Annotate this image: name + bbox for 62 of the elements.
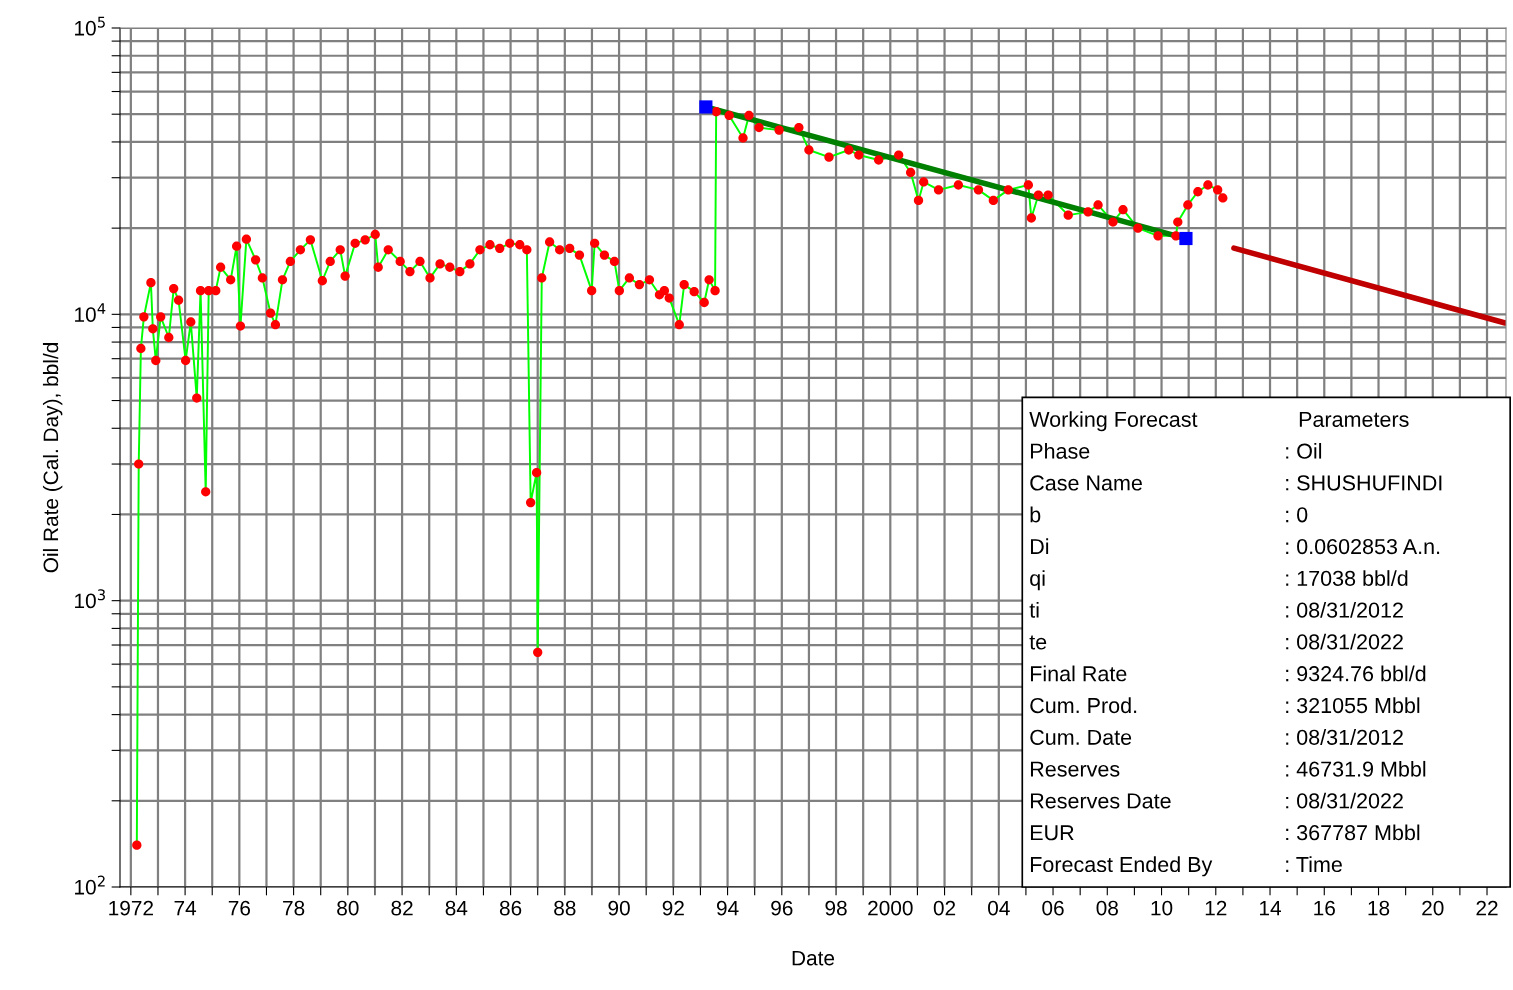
annotation: Working Forecast bbox=[1029, 411, 1198, 432]
x-tick-label: 84 bbox=[445, 900, 468, 916]
annotation: : 08/31/2012 bbox=[1286, 601, 1403, 618]
x-tick-label: 12 bbox=[1205, 900, 1227, 916]
annotation: : 0 bbox=[1286, 507, 1308, 523]
annotation: Di bbox=[1030, 538, 1049, 554]
x-tick-label: 2000 bbox=[868, 900, 913, 916]
x-tick-label: 10 bbox=[1151, 900, 1173, 916]
y-tick-label: 10$^{5}$ bbox=[75, 16, 105, 36]
annotation: te bbox=[1029, 635, 1047, 650]
x-tick-label: 98 bbox=[825, 900, 847, 916]
annotation: Final Rate bbox=[1030, 665, 1127, 682]
x-tick-label: 86 bbox=[499, 900, 522, 916]
y-axis-title: Oil Rate (Cal. Day), bbl/d bbox=[42, 343, 63, 573]
x-tick-label: 80 bbox=[337, 900, 359, 916]
annotation: Case Name bbox=[1030, 475, 1142, 491]
annotation: : 46731.9 Mbbl bbox=[1286, 760, 1426, 777]
annotation: EUR bbox=[1030, 825, 1074, 841]
annotation: Parameters bbox=[1299, 411, 1409, 427]
x-tick-label: 76 bbox=[228, 900, 251, 916]
annotation: : 08/31/2012 bbox=[1286, 729, 1403, 745]
annotation: : 08/31/2022 bbox=[1286, 633, 1403, 650]
x-tick-label: 16 bbox=[1314, 900, 1335, 916]
annotation: : 367787 Mbbl bbox=[1286, 824, 1420, 841]
annotation: : 321055 Mbbl bbox=[1286, 697, 1420, 714]
annotation: : 17038 bbl/d bbox=[1286, 570, 1408, 586]
annotation: Cum. Prod. bbox=[1030, 697, 1137, 714]
annotation: Reserves bbox=[1030, 761, 1120, 777]
x-tick-label: 82 bbox=[391, 900, 413, 916]
annotation: qi bbox=[1030, 570, 1045, 591]
annotation: ti bbox=[1029, 601, 1039, 618]
x-tick-label: 02 bbox=[933, 900, 956, 916]
x-tick-label: 06 bbox=[1042, 900, 1064, 916]
annotation: : Time bbox=[1286, 856, 1342, 873]
x-tick-label: 20 bbox=[1422, 900, 1444, 916]
annotation: : 9324.76 bbl/d bbox=[1286, 665, 1426, 682]
y-tick-label: 10$^{4}$ bbox=[75, 303, 106, 322]
annotation: Cum. Date bbox=[1030, 729, 1132, 745]
annotation: b bbox=[1030, 506, 1041, 523]
x-tick-label: 74 bbox=[174, 900, 197, 916]
x-tick-label: 94 bbox=[716, 900, 739, 916]
annotation: : SHUSHUFINDI bbox=[1286, 475, 1442, 491]
y-tick-label: 10$^{2}$ bbox=[75, 875, 105, 895]
x-tick-label: 92 bbox=[662, 900, 684, 916]
annotation: Reserves Date bbox=[1030, 793, 1171, 809]
x-tick-label: 1972 bbox=[109, 900, 153, 916]
x-axis-title: Date bbox=[792, 950, 835, 966]
x-tick-label: 14 bbox=[1260, 900, 1282, 916]
x-tick-label: 78 bbox=[283, 900, 305, 916]
x-tick-label: 18 bbox=[1368, 900, 1390, 916]
annotation: : Oil bbox=[1286, 442, 1322, 459]
x-tick-label: 22 bbox=[1476, 900, 1498, 916]
annotation: Phase bbox=[1030, 442, 1090, 459]
x-tick-label: 96 bbox=[771, 900, 793, 916]
annotation: : 08/31/2022 bbox=[1286, 792, 1403, 809]
x-tick-label: 08 bbox=[1096, 900, 1118, 916]
x-tick-label: 88 bbox=[554, 900, 576, 916]
annotation: Forecast Ended By bbox=[1030, 856, 1213, 877]
x-tick-label: 90 bbox=[608, 900, 630, 916]
annotation: : 0.0602853 A.n. bbox=[1286, 538, 1440, 555]
x-tick-label: 04 bbox=[988, 900, 1010, 916]
y-tick-label: 10$^{3}$ bbox=[75, 589, 105, 609]
